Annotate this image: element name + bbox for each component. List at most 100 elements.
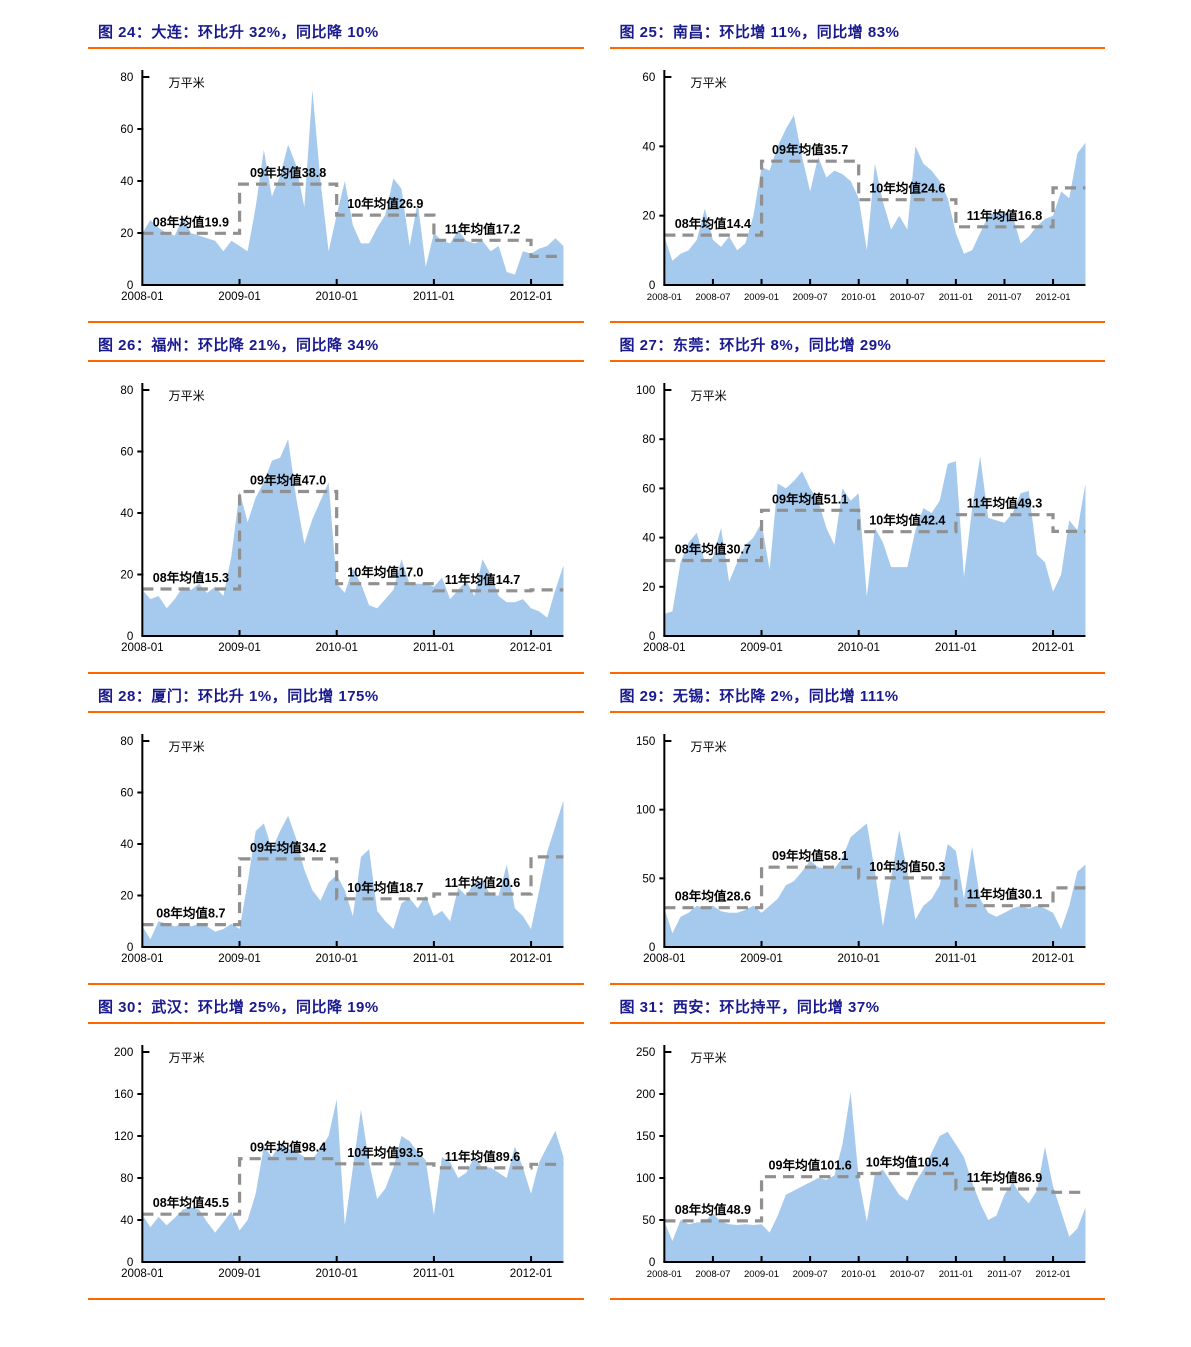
unit-label: 万平米 [169, 389, 205, 403]
x-tick-label: 2012-01 [510, 291, 552, 303]
avg-annotation: 10年均值93.5 [347, 1145, 423, 1160]
avg-annotation: 09年均值47.0 [250, 473, 326, 488]
x-tick-label: 2009-01 [743, 1269, 778, 1280]
y-tick-label: 0 [648, 280, 654, 292]
chart-wrap: 0 40 80 120 160 200 2008-01 2009-01 2010-01 2011-… [88, 1024, 584, 1298]
y-tick-label: 80 [120, 1173, 133, 1185]
x-tick-label: 2011-01 [413, 642, 455, 654]
x-tick-label: 2008-01 [646, 292, 681, 303]
x-tick-label: 2011-01 [935, 642, 977, 654]
figure-title: 图 27：东莞：环比升 8%，同比增 29% [619, 337, 892, 354]
x-tick-label: 2008-01 [121, 1268, 163, 1280]
avg-annotation: 08年均值28.6 [674, 889, 750, 904]
avg-step-line [663, 1171, 1085, 1223]
figure-bottom-rule [88, 321, 584, 323]
y-tick-label: 0 [127, 631, 133, 643]
chart-wrap: 0 20 40 60 2008-01 2008-07 2009-01 2009-07 2010-… [610, 49, 1106, 321]
y-tick-label: 60 [642, 72, 655, 84]
figure-24-dalian: 图 24：大连：环比升 32%，同比降 10% 0 20 40 60 80 2008-01… [88, 18, 584, 323]
avg-annotation: 11年均值49.3 [966, 496, 1042, 511]
x-tick-label: 2009-01 [743, 292, 778, 303]
figure-bottom-rule [88, 1298, 584, 1300]
x-tick-label: 2009-01 [218, 953, 260, 965]
y-tick-label: 20 [120, 570, 133, 582]
x-tick-label: 2012-01 [510, 1268, 552, 1280]
title-underline-rule [88, 47, 584, 49]
x-tick-label: 2008-07 [695, 1269, 730, 1280]
title-underline-rule [609, 47, 1105, 49]
x-tick-label: 2009-07 [792, 292, 827, 303]
x-tick-label: 2011-01 [413, 291, 455, 303]
avg-annotation: 11年均值20.6 [445, 875, 521, 890]
figure-title: 图 26：福州：环比降 21%，同比降 34% [98, 337, 379, 354]
x-tick-label: 2008-01 [643, 953, 685, 965]
chart-wrap: 0 50 100 150 200 250 2008-01 2008-07 2009-01 2009… [610, 1024, 1106, 1298]
y-tick-label: 20 [642, 211, 655, 223]
figure-30-wuhan: 图 30：武汉：环比增 25%，同比降 19% 0 40 80 120 160 200 20… [88, 993, 584, 1300]
avg-annotation: 08年均值8.7 [156, 906, 225, 921]
avg-annotation: 11年均值14.7 [445, 572, 521, 587]
chart-wrap: 0 20 40 60 80 100 2008-01 2009-01 2010-01 2011-01… [610, 362, 1106, 672]
chart-wuhan: 0 40 80 120 160 200 2008-01 2009-01 2010-01 2011-… [114, 1045, 564, 1280]
avg-step-line [142, 855, 564, 927]
x-tick-label: 2008-01 [643, 642, 685, 654]
x-tick-label: 2010-01 [841, 1269, 876, 1280]
area-series [142, 90, 564, 285]
unit-label: 万平米 [169, 76, 205, 90]
x-tick-label: 2010-01 [315, 1268, 357, 1280]
x-tick-label: 2010-07 [889, 292, 924, 303]
x-tick-label: 2009-01 [218, 291, 260, 303]
area-series [142, 1099, 564, 1262]
y-tick-label: 80 [642, 434, 655, 446]
figure-27-dongguan: 图 27：东莞：环比升 8%，同比增 29% 0 20 40 60 80 100 2008-… [609, 331, 1106, 674]
y-tick-label: 40 [120, 1215, 133, 1227]
title-underline-rule [609, 1022, 1105, 1024]
y-tick-label: 40 [120, 176, 133, 188]
y-tick-label: 20 [642, 582, 655, 594]
x-tick-label: 2012-01 [510, 642, 552, 654]
area-series [663, 115, 1085, 285]
x-tick-label: 2011-01 [935, 953, 977, 965]
title-underline-rule [609, 711, 1105, 713]
chart-wrap: 0 20 40 60 80 2008-01 2009-01 2010-01 2011-01 201… [88, 362, 584, 672]
x-tick-label: 2008-01 [121, 291, 163, 303]
avg-annotation: 10年均值105.4 [865, 1155, 948, 1170]
chart-wrap: 0 50 100 150 2008-01 2009-01 2010-01 2011-01 201… [610, 713, 1106, 983]
figure-bottom-rule [88, 983, 584, 985]
y-tick-label: 40 [642, 141, 655, 153]
y-tick-label: 120 [114, 1131, 133, 1143]
x-tick-label: 2010-01 [315, 291, 357, 303]
y-tick-label: 60 [120, 788, 133, 800]
unit-label: 万平米 [690, 740, 726, 754]
x-tick-label: 2009-01 [740, 642, 782, 654]
y-tick-label: 0 [648, 942, 654, 954]
avg-annotation: 09年均值98.4 [250, 1140, 326, 1155]
y-tick-label: 150 [635, 736, 654, 748]
area-series [142, 800, 564, 947]
figure-title: 图 30：武汉：环比增 25%，同比降 19% [98, 999, 379, 1016]
avg-annotation: 10年均值42.4 [869, 513, 945, 528]
x-tick-label: 2008-01 [646, 1269, 681, 1280]
y-tick-label: 80 [120, 736, 133, 748]
y-tick-label: 60 [120, 447, 133, 459]
avg-step-line [663, 159, 1085, 237]
chart-dongguan: 0 20 40 60 80 100 2008-01 2009-01 2010-01 2011-01… [635, 383, 1085, 654]
x-tick-label: 2011-07 [987, 292, 1021, 303]
figure-bottom-rule [609, 1298, 1105, 1300]
avg-step-line [142, 489, 564, 593]
y-tick-label: 0 [127, 942, 133, 954]
y-tick-label: 100 [635, 805, 654, 817]
figure-title: 图 31：西安：环比持平，同比增 37% [619, 999, 880, 1016]
figure-28-xiamen: 图 28：厦门：环比升 1%，同比增 175% 0 20 40 60 80 2008-01… [88, 682, 584, 985]
unit-label: 万平米 [169, 740, 205, 754]
x-tick-label: 2012-01 [1031, 642, 1073, 654]
x-tick-label: 2010-01 [315, 953, 357, 965]
avg-annotation: 11年均值86.9 [966, 1170, 1042, 1185]
avg-annotation: 11年均值89.6 [445, 1149, 521, 1164]
x-tick-label: 2011-01 [413, 1268, 455, 1280]
y-tick-label: 100 [635, 385, 654, 397]
avg-annotation: 08年均值45.5 [153, 1195, 229, 1210]
chart-wrap: 0 20 40 60 80 2008-01 2009-01 2010-01 2011-01 201… [88, 49, 584, 321]
avg-annotation: 09年均值34.2 [250, 840, 326, 855]
y-tick-label: 0 [127, 1257, 133, 1269]
